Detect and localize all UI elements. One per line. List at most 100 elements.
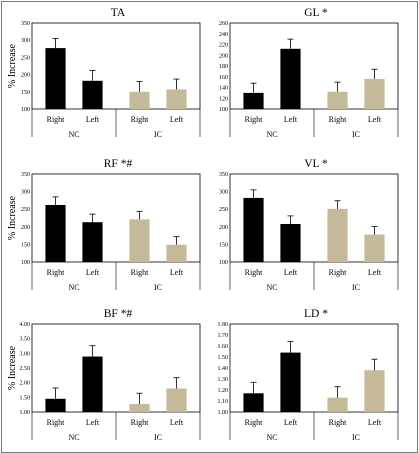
- panel-2-group-label: NC: [266, 130, 277, 139]
- panel-3-ytick-label: 200: [21, 225, 30, 231]
- panel-5-category-label: Right: [47, 418, 66, 427]
- panel-2-ytick-label: 160: [219, 75, 228, 81]
- panel-6-ytick-label: 1.00: [218, 410, 229, 416]
- panel-5-ytick-label: 4.00: [20, 322, 31, 328]
- panel-2-bar: [327, 91, 348, 109]
- panel-1-category-label: Left: [86, 115, 100, 124]
- panel-6-ytick-label: 1.10: [218, 399, 229, 405]
- panel-1-bar: [82, 80, 103, 109]
- panel-5-bar: [82, 356, 103, 412]
- panel-1-ytick-label: 150: [21, 90, 30, 96]
- panel-3-group-label: IC: [154, 283, 162, 292]
- panel-6-ytick-label: 1.60: [218, 344, 229, 350]
- panel-4-category-label: Right: [329, 268, 348, 277]
- panel-3-ytick-label: 300: [21, 190, 30, 196]
- panel-4-bar: [327, 208, 348, 262]
- panel-1-ytick-label: 350: [21, 21, 30, 27]
- panel-4-bar: [364, 234, 385, 262]
- panel-2-ytick-label: 120: [219, 96, 228, 102]
- panel-3-bar: [45, 204, 66, 262]
- panel-4-bar: [243, 197, 264, 262]
- panel-3-ytick-label: 350: [21, 172, 30, 178]
- panel-6-category-label: Left: [284, 418, 298, 427]
- panel-2-ytick-label: 200: [219, 53, 228, 59]
- panel-5-ytick-label: 1.00: [20, 410, 31, 416]
- panel-4-ytick-label: 200: [219, 225, 228, 231]
- panel-6-ytick-label: 1.30: [218, 377, 229, 383]
- panel-6-group-label: IC: [352, 433, 360, 442]
- panel-3-category-label: Left: [86, 268, 100, 277]
- panel-1-ytick-label: 100: [21, 107, 30, 113]
- panel-2-bar: [364, 78, 385, 109]
- panel-5-bar: [166, 388, 187, 412]
- panel-6-category-label: Right: [245, 418, 264, 427]
- panel-1-group-label: NC: [68, 130, 79, 139]
- panel-5-category-label: Left: [170, 418, 184, 427]
- panel-6-category-label: Left: [368, 418, 382, 427]
- panel-6-category-label: Right: [329, 418, 348, 427]
- panel-1-ytick-label: 300: [21, 38, 30, 44]
- panel-3-group-label: NC: [68, 283, 79, 292]
- panel-5-ylabel: % Increase: [7, 345, 18, 390]
- panel-3-bar: [82, 222, 103, 262]
- panel-4-ytick-label: 300: [219, 190, 228, 196]
- panel-6-bar: [280, 352, 301, 412]
- panel-1-bar: [166, 89, 187, 109]
- panel-1-bar: [129, 91, 150, 109]
- panel-4-ytick-label: 150: [219, 242, 228, 248]
- panel-3-ytick-label: 250: [21, 207, 30, 213]
- panel-6-title: LD *: [304, 308, 328, 320]
- panel-5-category-label: Left: [86, 418, 100, 427]
- panel-4-ytick-label: 250: [219, 207, 228, 213]
- panel-1-ytick-label: 200: [21, 73, 30, 79]
- panel-2-category-label: Left: [368, 115, 382, 124]
- panel-2-ytick-label: 220: [219, 43, 228, 49]
- panel-2-bar: [280, 48, 301, 109]
- panel-6-ytick-label: 1.50: [218, 355, 229, 361]
- panel-3-ylabel: % Increase: [7, 195, 18, 240]
- panel-2-ytick-label: 100: [219, 107, 228, 113]
- panel-5-bar: [129, 404, 150, 412]
- panel-6-bar: [243, 393, 264, 412]
- panel-2-ytick-label: 180: [219, 64, 228, 70]
- panel-1-category-label: Right: [47, 115, 66, 124]
- panel-3-title: RF *#: [104, 158, 133, 170]
- panel-2-ytick-label: 140: [219, 86, 228, 92]
- panel-5-ytick-label: 3.50: [20, 337, 31, 343]
- panel-4-category-label: Left: [368, 268, 382, 277]
- panel-6-ytick-label: 1.70: [218, 333, 229, 339]
- panel-6-group-label: NC: [266, 433, 277, 442]
- panel-4-ytick-label: 100: [219, 260, 228, 266]
- panel-3-bar: [166, 244, 187, 262]
- panel-2-category-label: Left: [284, 115, 298, 124]
- panel-6-bar: [364, 370, 385, 412]
- panel-2-ytick-label: 240: [219, 32, 228, 38]
- panel-3-bar: [129, 219, 150, 262]
- panel-4-bar: [280, 223, 301, 262]
- panel-6-ytick-label: 1.40: [218, 366, 229, 372]
- panel-3-category-label: Right: [131, 268, 150, 277]
- panel-1-group-label: IC: [154, 130, 162, 139]
- panel-3-category-label: Left: [170, 268, 184, 277]
- panel-3-category-label: Right: [47, 268, 66, 277]
- panel-4-group-label: IC: [352, 283, 360, 292]
- panel-5-ytick-label: 2.00: [20, 381, 31, 387]
- panel-2-category-label: Right: [245, 115, 264, 124]
- panel-4-group-label: NC: [266, 283, 277, 292]
- panel-4-category-label: Right: [245, 268, 264, 277]
- panel-6-bar: [327, 397, 348, 412]
- panel-5-category-label: Right: [131, 418, 150, 427]
- panel-5-bar: [45, 398, 66, 412]
- panel-3-ytick-label: 100: [21, 260, 30, 266]
- panel-1-category-label: Left: [170, 115, 184, 124]
- panel-3-ytick-label: 150: [21, 242, 30, 248]
- panel-4-title: VL *: [304, 158, 328, 170]
- panel-2-category-label: Right: [329, 115, 348, 124]
- panel-5-ytick-label: 2.50: [20, 366, 31, 372]
- panel-5-group-label: IC: [154, 433, 162, 442]
- panel-5-title: BF *#: [104, 308, 133, 320]
- panel-1-ytick-label: 250: [21, 55, 30, 61]
- panel-2-title: GL *: [304, 7, 328, 19]
